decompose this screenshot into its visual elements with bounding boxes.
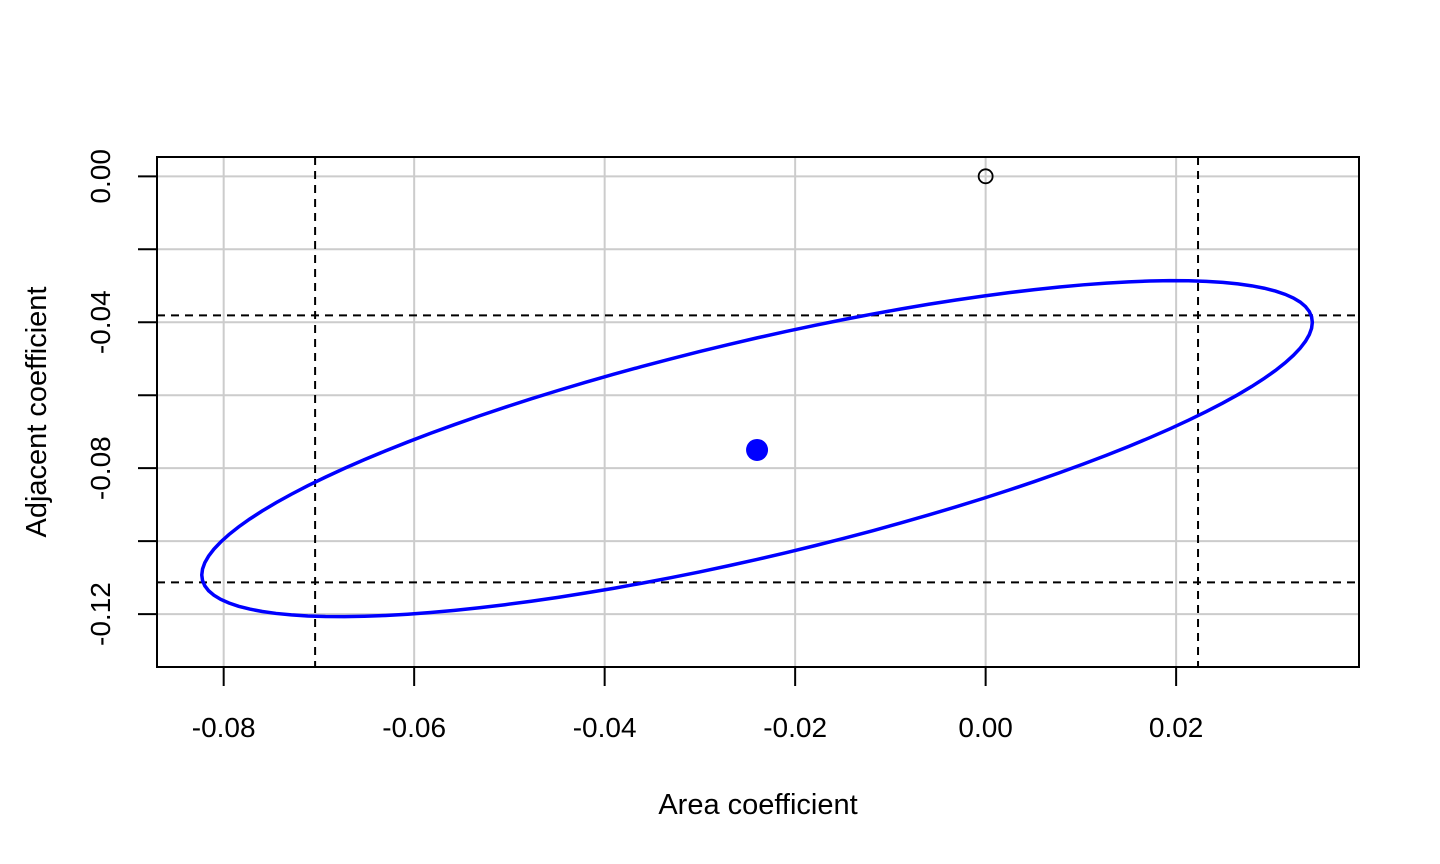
x-tick-label-5: 0.02	[1149, 712, 1204, 743]
x-tick-label-3: -0.02	[763, 712, 827, 743]
x-axis-title: Area coefficient	[658, 789, 857, 821]
y-tick-label-2: -0.04	[85, 290, 116, 354]
grid-lines	[157, 157, 1359, 667]
confidence-ellipse	[200, 278, 1315, 619]
origin-point	[977, 168, 994, 185]
estimate-point	[746, 438, 769, 461]
x-axis: -0.08 -0.06 -0.04 -0.02 0.00 0.02	[192, 666, 1204, 743]
x-tick-label-2: -0.04	[573, 712, 637, 743]
points	[746, 168, 994, 461]
x-tick-label-1: -0.06	[382, 712, 446, 743]
y-tick-label-1: -0.08	[85, 436, 116, 500]
interval-lines	[157, 157, 1359, 667]
y-axis-title: Adjacent coefficient	[21, 287, 53, 538]
y-axis: -0.12 -0.08 -0.04 0.00	[85, 149, 158, 646]
confidence-ellipse-group	[200, 278, 1315, 619]
y-tick-label-0: -0.12	[85, 582, 116, 646]
x-tick-label-4: 0.00	[958, 712, 1013, 743]
y-tick-label-3: 0.00	[85, 149, 116, 204]
x-tick-label-0: -0.08	[192, 712, 256, 743]
